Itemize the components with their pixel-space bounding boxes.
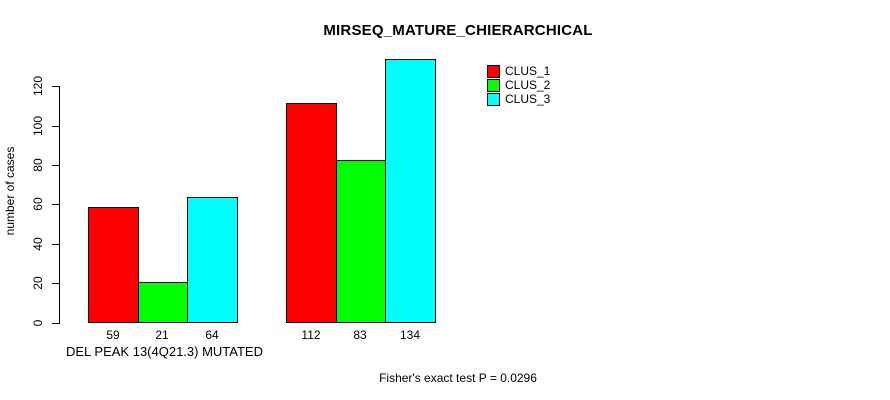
bar-value-label-clus_3-group1: 64: [205, 328, 219, 342]
bar-clus_2-group2: [336, 160, 386, 323]
y-axis-line: [59, 86, 60, 324]
y-tick-label: 60: [31, 197, 45, 211]
y-tick-mark: [52, 165, 60, 166]
legend-item-clus_3: CLUS_3: [487, 92, 550, 106]
bar-value-label-clus_1-group2: 112: [301, 328, 321, 342]
legend-item-clus_2: CLUS_2: [487, 78, 550, 92]
bar-clus_1-group2: [286, 103, 337, 323]
bar-clus_1-group1: [88, 207, 139, 323]
y-tick-mark: [52, 126, 60, 127]
y-tick-label: 100: [31, 115, 45, 137]
bar-clus_2-group1: [138, 282, 188, 323]
y-tick-label: 0: [31, 319, 45, 327]
y-tick-mark: [52, 204, 60, 205]
y-tick-mark: [52, 86, 60, 87]
y-tick-label: 20: [31, 276, 45, 290]
bar-value-label-clus_2-group1: 21: [155, 328, 169, 342]
chart-title: MIRSEQ_MATURE_CHIERARCHICAL: [323, 22, 593, 39]
y-tick-label: 80: [31, 158, 45, 172]
y-tick-mark: [52, 283, 60, 284]
y-axis-label: number of cases: [3, 146, 17, 236]
legend-swatch-clus_3: [487, 92, 500, 106]
legend-swatch-clus_1: [487, 64, 500, 78]
bar-clus_3-group2: [385, 59, 436, 323]
y-tick-mark: [52, 244, 60, 245]
bar-value-label-clus_2-group2: 83: [353, 328, 367, 342]
x-axis-label: DEL PEAK 13(4Q21.3) MUTATED: [66, 344, 263, 359]
footer-text: Fisher's exact test P = 0.0296: [379, 371, 537, 385]
legend: CLUS_1 CLUS_2 CLUS_3: [487, 64, 550, 106]
legend-swatch-clus_2: [487, 78, 500, 92]
legend-label-clus_1: CLUS_1: [505, 64, 551, 78]
bar-clus_3-group1: [187, 197, 238, 323]
y-tick-label: 40: [31, 237, 45, 251]
legend-item-clus_1: CLUS_1: [487, 64, 550, 78]
bar-value-label-clus_1-group1: 59: [106, 328, 120, 342]
legend-label-clus_3: CLUS_3: [505, 92, 551, 106]
y-tick-mark: [52, 323, 60, 324]
y-tick-label: 120: [31, 75, 45, 97]
bar-value-label-clus_3-group2: 134: [399, 328, 421, 342]
legend-label-clus_2: CLUS_2: [505, 78, 551, 92]
